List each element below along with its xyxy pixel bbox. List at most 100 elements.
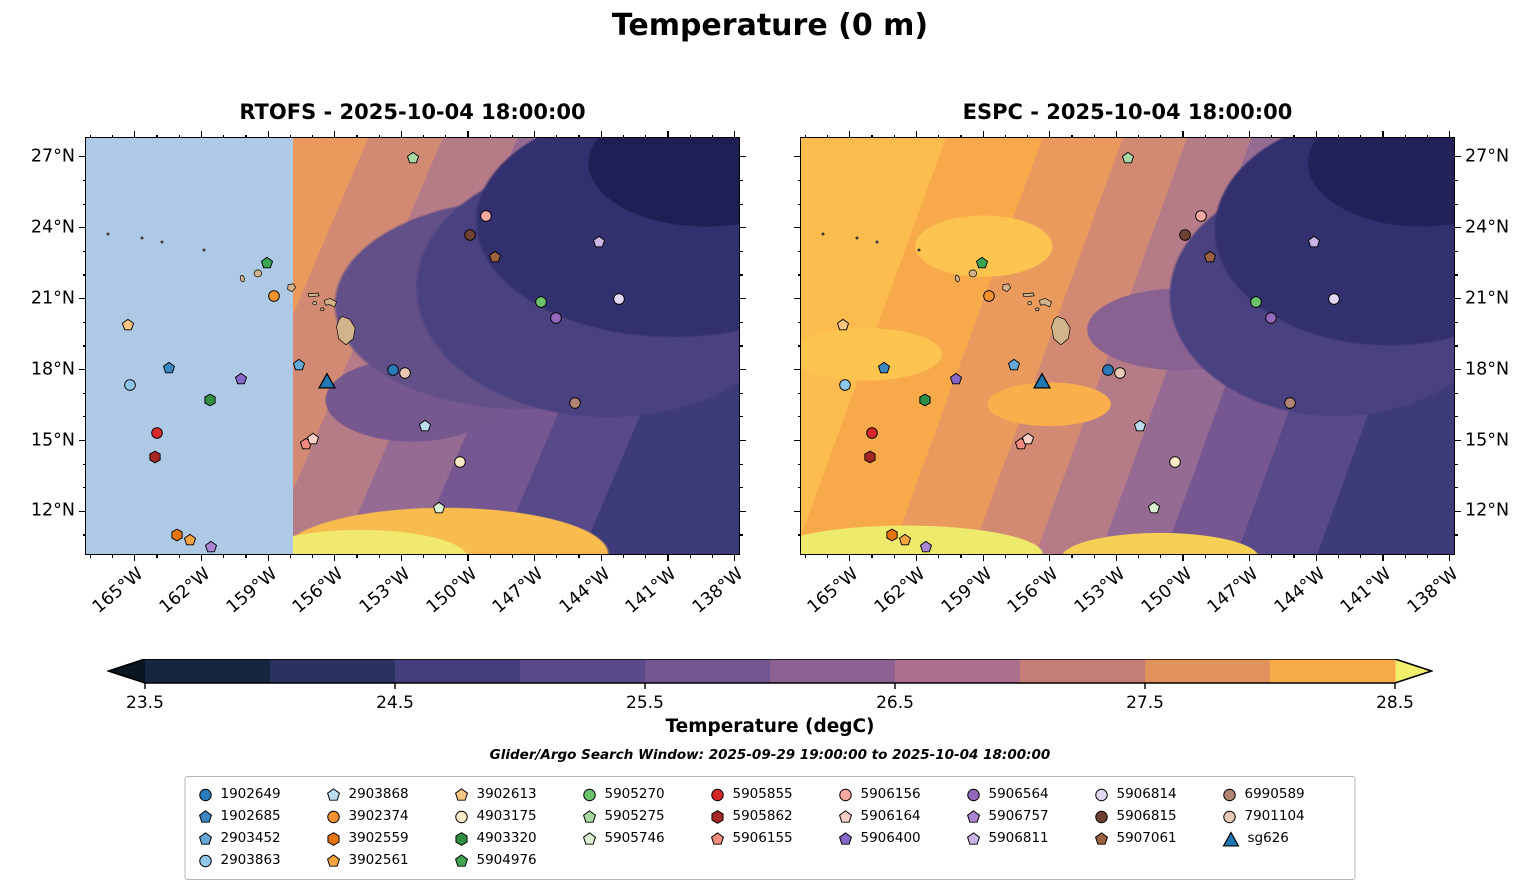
tick-mark <box>223 554 225 558</box>
tick-mark <box>79 227 86 229</box>
legend-column: 3902613 4903175 4903320 5904976 <box>454 784 574 872</box>
lon-tick-label: 150°W <box>1137 564 1196 618</box>
float-marker <box>488 251 501 264</box>
float-marker <box>1283 396 1296 409</box>
hexagon-marker-icon <box>455 832 468 846</box>
legend-item: 5906156 <box>839 784 958 806</box>
legend-item: 2903452 <box>198 828 318 850</box>
tick-mark <box>1049 131 1051 138</box>
lon-tick-label: 144°W <box>555 564 615 618</box>
tick-mark <box>739 487 743 489</box>
hexagon-marker-icon <box>886 528 898 542</box>
float-marker <box>151 427 164 440</box>
tick-mark <box>1454 250 1458 253</box>
circle-marker-icon <box>583 788 596 802</box>
tick-mark <box>893 554 895 558</box>
circle-marker-icon <box>1095 788 1108 802</box>
tick-mark <box>82 416 86 418</box>
tick-mark <box>445 554 447 558</box>
tick-mark <box>334 554 336 561</box>
legend-item: 4903320 <box>455 828 574 850</box>
tick-mark <box>89 134 92 138</box>
tick-mark <box>938 554 940 558</box>
tick-mark <box>1454 369 1461 371</box>
lat-tick-label: 27°N <box>30 146 75 167</box>
tick-mark <box>1454 179 1458 182</box>
search-window-caption: Glider/Argo Search Window: 2025-09-29 19… <box>489 747 1051 763</box>
tick-mark <box>134 131 136 138</box>
tick-mark <box>1454 345 1458 347</box>
pentagon-marker-icon <box>593 235 606 248</box>
float-marker <box>1169 455 1182 468</box>
circle-marker-icon <box>454 456 467 468</box>
legend-item: 3902613 <box>454 784 574 806</box>
tick-mark <box>1426 554 1428 558</box>
tick-mark <box>82 534 86 536</box>
tick-mark <box>556 554 558 558</box>
tick-mark <box>1454 321 1458 323</box>
legend-item: 1902685 <box>198 806 318 828</box>
tick-mark <box>556 134 558 138</box>
circle-marker-icon <box>199 788 212 802</box>
tick-mark <box>797 416 801 418</box>
map-clip-espc <box>801 138 1454 554</box>
colorbar: 23.5 24.5 25.5 26.5 27.5 28.5 <box>105 658 1435 723</box>
tick-mark <box>1454 203 1458 205</box>
lon-tick-label: 141°W <box>622 564 681 618</box>
tick-mark <box>982 554 984 561</box>
pentagon-marker-icon <box>326 854 341 867</box>
pentagon-marker-icon <box>710 832 725 845</box>
legend-item: 3902374 <box>327 806 446 828</box>
tick-mark <box>1004 134 1006 138</box>
tick-mark <box>1448 554 1451 561</box>
tick-mark <box>1182 131 1184 138</box>
tick-mark <box>356 554 358 558</box>
legend-column: 5906564 5906757 5906811 <box>966 784 1086 872</box>
tick-mark <box>1315 554 1317 561</box>
legend-label: 5907061 <box>1116 830 1177 847</box>
tick-mark <box>739 321 743 323</box>
tick-mark <box>1382 554 1384 561</box>
legend-item: 5906564 <box>967 784 1086 806</box>
legend: 1902649 1902685 2903452 2903863 2903868 39023… <box>184 776 1356 880</box>
tick-mark <box>667 131 669 138</box>
circle-marker-icon <box>398 367 411 379</box>
tick-mark <box>1454 487 1458 489</box>
tick-mark <box>938 134 940 138</box>
circle-marker-icon <box>479 210 492 222</box>
colorbar-label: Temperature (degC) <box>665 716 875 737</box>
tick-mark <box>645 554 647 558</box>
tick-mark <box>739 345 743 347</box>
legend-label: 5904976 <box>476 852 537 869</box>
colorbar-tick-label: 26.5 <box>876 693 914 713</box>
legend-label: 3902374 <box>348 808 409 825</box>
tick-mark <box>1182 554 1184 561</box>
islet-speck <box>875 240 879 244</box>
tick-mark <box>489 134 491 138</box>
legend-item: 5905862 <box>711 806 830 828</box>
tick-mark <box>578 134 580 138</box>
tick-mark <box>739 298 746 300</box>
tick-mark <box>1093 134 1095 138</box>
tick-mark <box>82 463 86 465</box>
float-marker <box>1148 501 1161 514</box>
tick-mark <box>797 345 801 347</box>
lat-tick-label: 21°N <box>30 287 75 308</box>
map-title-rtofs: RTOFS - 2025-10-04 18:00:00 <box>239 100 586 124</box>
float-marker <box>866 427 879 440</box>
tick-mark <box>1249 554 1251 561</box>
tick-mark <box>797 321 801 323</box>
tick-mark <box>739 227 746 229</box>
tick-mark <box>797 203 801 205</box>
pentagon-marker-icon <box>878 362 891 374</box>
float-marker <box>982 290 995 303</box>
tick-mark <box>1049 554 1051 561</box>
float-marker <box>1203 251 1216 264</box>
islet-speck <box>106 232 110 236</box>
circle-marker-icon <box>386 363 399 376</box>
tick-mark <box>1454 227 1461 229</box>
float-marker <box>454 455 467 468</box>
tick-mark <box>739 416 743 418</box>
pentagon-marker-icon <box>1008 358 1021 371</box>
colorbar-tick-label: 27.5 <box>1126 693 1164 713</box>
